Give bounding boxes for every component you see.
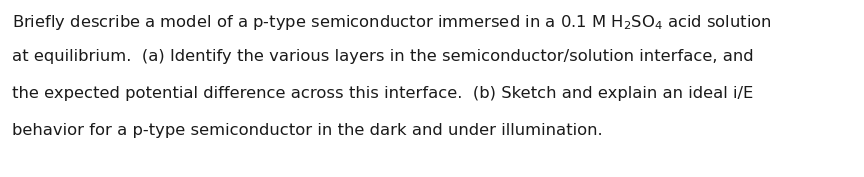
Text: behavior for a p-type semiconductor in the dark and under illumination.: behavior for a p-type semiconductor in t… [12,122,602,138]
Text: at equilibrium.  (a) Identify the various layers in the semiconductor/solution i: at equilibrium. (a) Identify the various… [12,50,753,64]
Text: Briefly describe a model of a p-type semiconductor immersed in a 0.1 M H$_{2}$SO: Briefly describe a model of a p-type sem… [12,13,772,32]
Text: the expected potential difference across this interface.  (b) Sketch and explain: the expected potential difference across… [12,86,753,101]
